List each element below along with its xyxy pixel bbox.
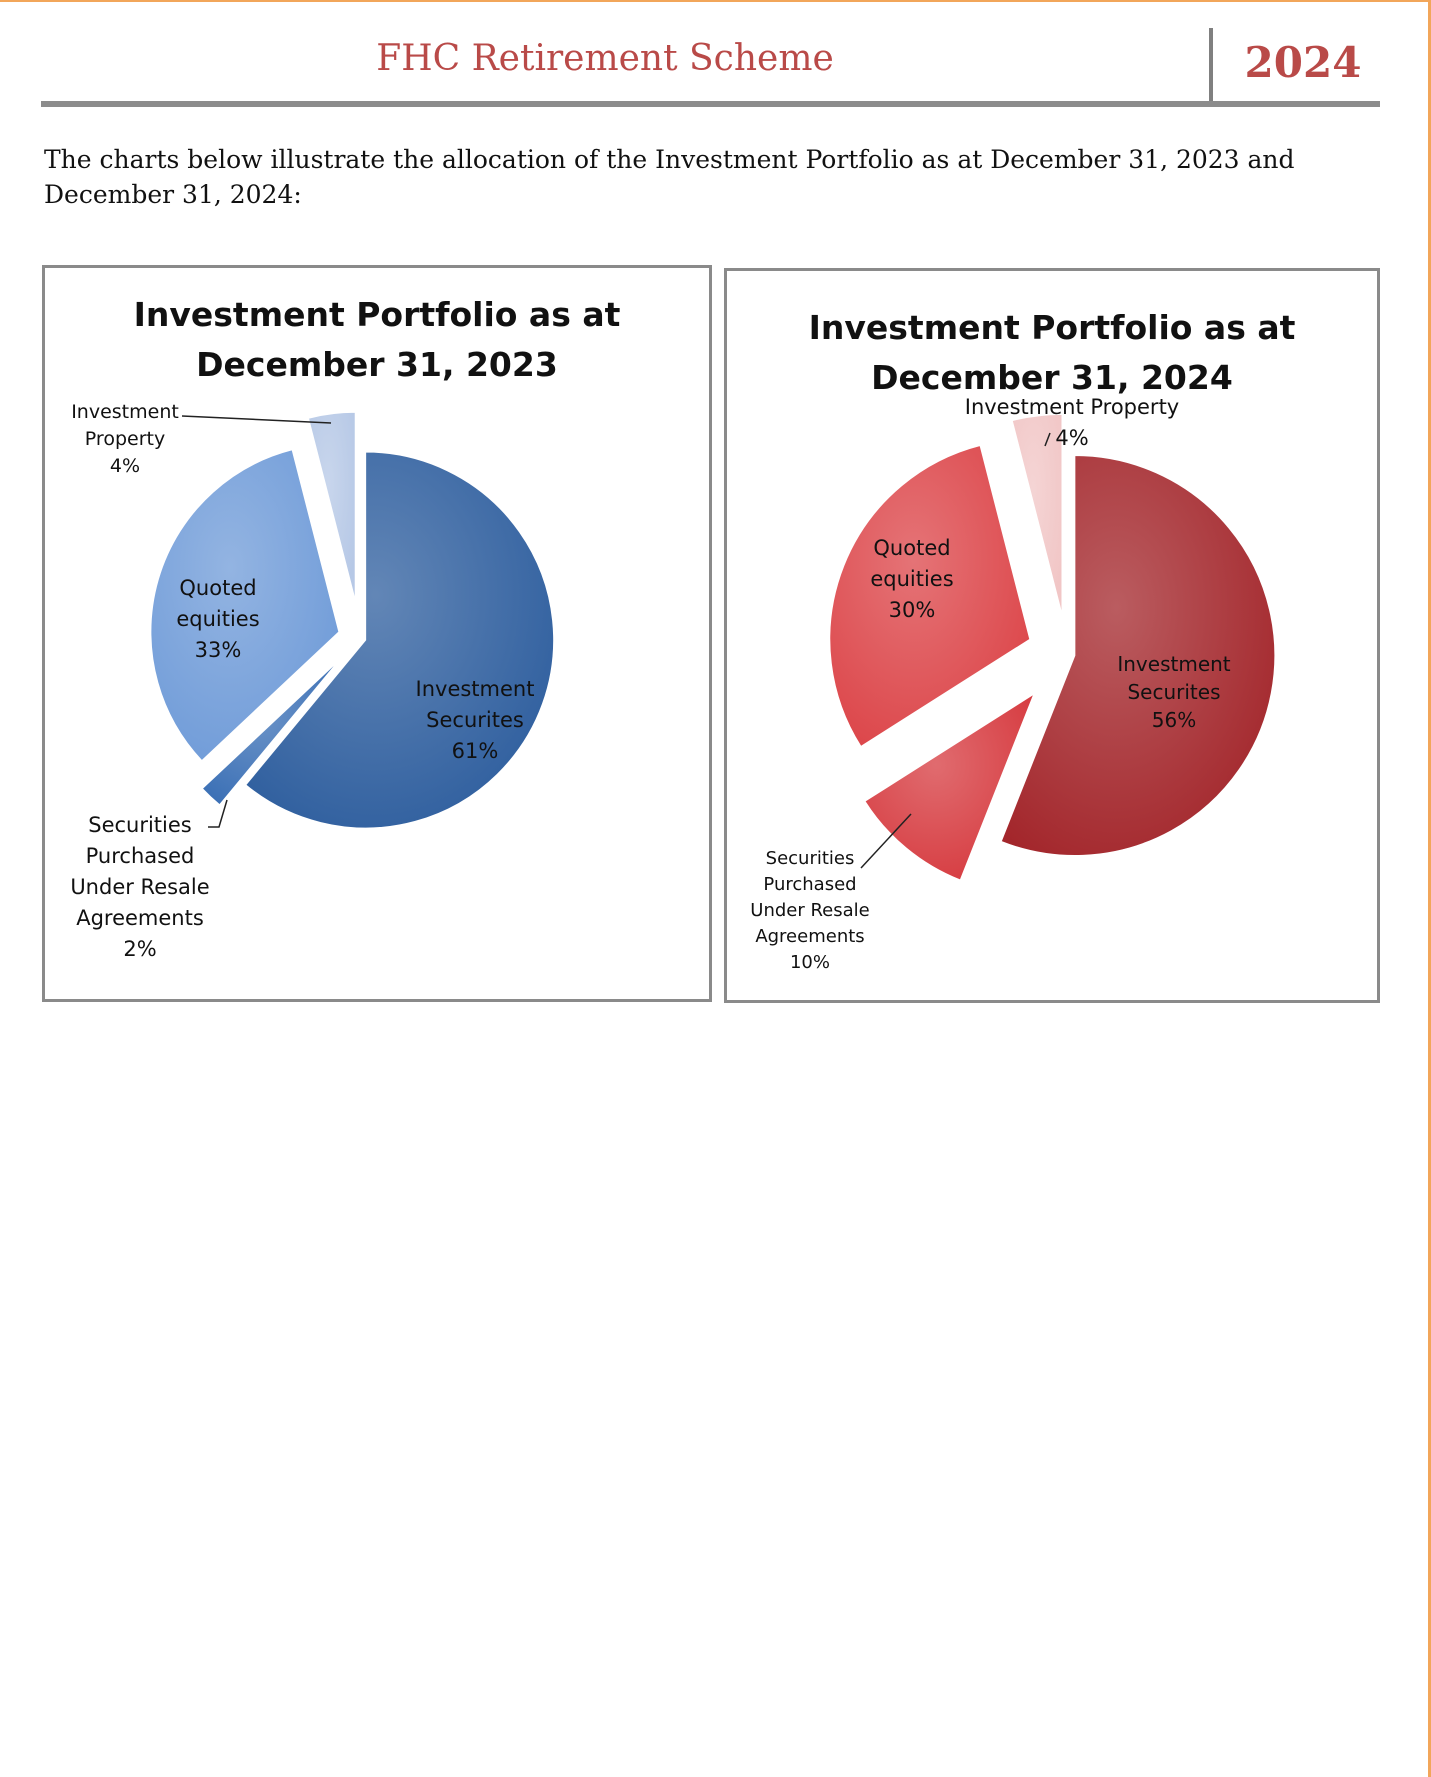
chart-title-2024: Investment Portfolio as at December 31, … <box>727 303 1377 403</box>
pie-slice-securities-purchased-under-resale-agreements <box>864 692 1035 881</box>
pie-chart-2024: Investment Securites 56% Securities Purchase… <box>750 395 1276 973</box>
leader-line-securities-purchased-under-resale-agreements <box>208 799 228 828</box>
slice-label-investment-securites: Investment Securites 61% <box>416 677 535 763</box>
header-rule <box>41 101 1380 107</box>
slice-label-investment-securites: Investment Securites 56% <box>1117 652 1230 732</box>
chart-title-line-2: December 31, 2023 <box>196 345 558 384</box>
chart-title-line-1: Investment Portfolio as at <box>133 295 621 334</box>
slice-label-securities-purchased-under-resale-agreements: Securities Purchased Under Resale Agreement… <box>70 813 209 961</box>
pie-slice-investment-property <box>1011 413 1063 615</box>
slice-label-investment-property: Investment Property 4% <box>965 395 1179 450</box>
chart-title-line-2: December 31, 2024 <box>871 358 1233 397</box>
document-year: 2024 <box>1244 38 1362 87</box>
pie-slice-investment-securites <box>245 451 555 829</box>
leader-line-securities-purchased-under-resale-agreements <box>860 813 912 869</box>
slice-label-quoted-equities: Quoted equities 33% <box>176 576 259 662</box>
chart-title-2023: Investment Portfolio as at December 31, … <box>45 290 709 390</box>
pie-chart-2023: Investment Securites 61% Securities Purchase… <box>70 401 555 961</box>
page-border-top <box>0 0 1431 2</box>
leader-line-investment-property <box>1044 432 1051 447</box>
chart-2024: Investment Portfolio as at December 31, … <box>724 268 1380 1003</box>
slice-label-investment-property: Investment Property 4% <box>71 401 179 477</box>
chart-title-line-1: Investment Portfolio as at <box>808 308 1296 347</box>
pie-slice-securities-purchased-under-resale-agreements <box>201 659 340 806</box>
pie-slice-investment-property <box>307 411 356 601</box>
page-border-right <box>1428 0 1431 1777</box>
pie-slice-quoted-equities <box>150 449 340 762</box>
slice-label-quoted-equities: Quoted equities 30% <box>870 536 953 622</box>
header-divider <box>1209 28 1213 102</box>
chart-2023: Investment Portfolio as at December 31, … <box>42 265 712 1002</box>
leader-line-investment-property <box>181 415 332 424</box>
pie-slice-quoted-equities <box>829 444 1031 748</box>
document-title: FHC Retirement Scheme <box>376 38 834 79</box>
pie-slice-investment-securites <box>1000 454 1276 856</box>
intro-paragraph: The charts below illustrate the allocati… <box>44 145 1295 209</box>
slice-label-securities-purchased-under-resale-agreements: Securities Purchased Under Resale Agreement… <box>750 848 869 973</box>
